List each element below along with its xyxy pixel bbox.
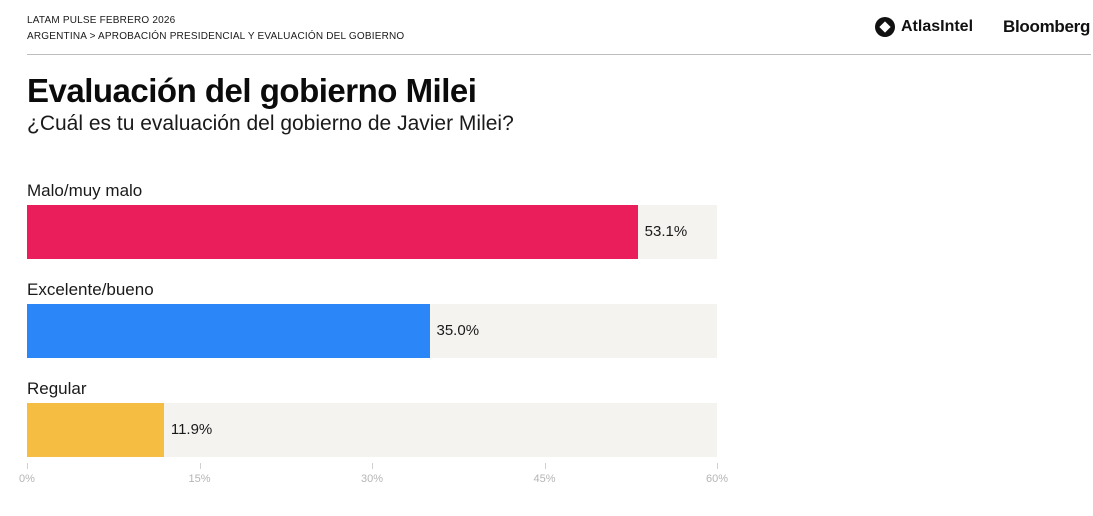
x-tick-mark	[199, 463, 201, 469]
atlasintel-mark-icon	[875, 17, 895, 37]
data-label: 53.1%	[644, 223, 688, 240]
atlasintel-logo: AtlasIntel	[875, 15, 973, 39]
x-tick-mark	[544, 463, 546, 469]
bloomberg-logo: Bloomberg	[1003, 17, 1091, 36]
bar	[27, 403, 164, 457]
bar	[27, 304, 430, 358]
bar-track: 11.9%	[27, 403, 717, 457]
header-divider	[27, 54, 1091, 55]
data-label: 35.0%	[436, 322, 480, 339]
x-tick-mark	[372, 463, 373, 469]
bar-track: 53.1%	[27, 205, 717, 259]
category-label: Malo/muy malo	[27, 181, 143, 200]
chart-subtitle: ¿Cuál es tu evaluación del gobierno de J…	[27, 112, 514, 135]
x-tick-label: 30%	[360, 473, 384, 485]
data-label: 11.9%	[170, 421, 213, 438]
chart-title: Evaluación del gobierno Milei	[27, 72, 477, 109]
bar	[27, 205, 638, 259]
category-label: Regular	[27, 379, 87, 398]
x-tick-mark	[27, 463, 28, 469]
category-label: Excelente/bueno	[27, 280, 154, 299]
x-tick-label: 60%	[705, 473, 729, 485]
breadcrumb: ARGENTINA > APROBACIÓN PRESIDENCIAL Y EV…	[27, 31, 405, 42]
bar-track: 35.0%	[27, 304, 717, 358]
atlasintel-logo-text: AtlasIntel	[901, 18, 974, 35]
x-tick-mark	[717, 463, 718, 469]
x-tick-label: 45%	[533, 473, 556, 485]
x-tick-label: 15%	[188, 473, 211, 485]
x-tick-label: 0%	[19, 473, 35, 485]
header-line-1: LATAM PULSE FEBRERO 2026	[27, 15, 176, 26]
